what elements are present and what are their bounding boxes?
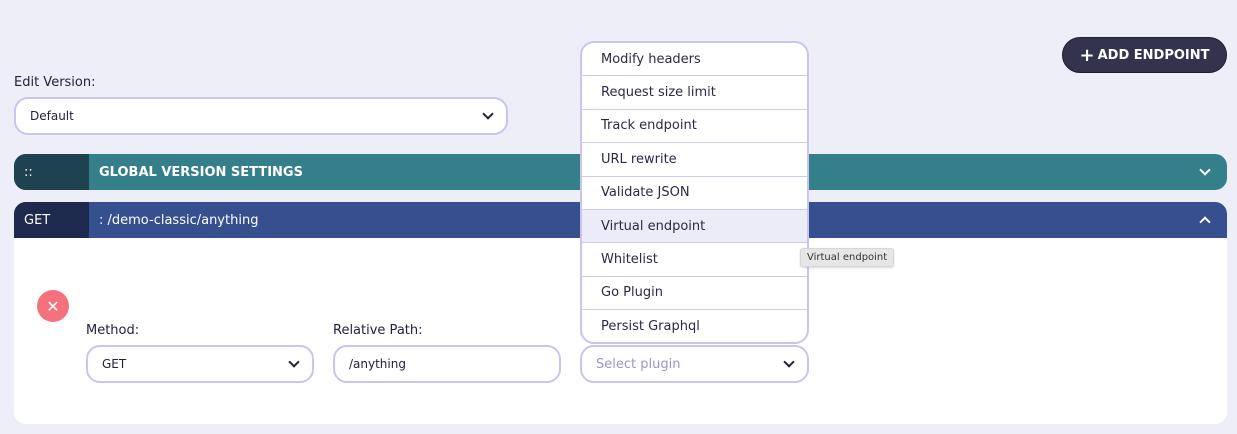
plus-icon: + xyxy=(1079,44,1095,66)
method-label: Method: xyxy=(86,323,140,338)
add-endpoint-button[interactable]: + ADD ENDPOINT xyxy=(1062,37,1227,73)
menu-item-go-plugin[interactable]: Go Plugin xyxy=(582,277,807,311)
chevron-down-icon[interactable] xyxy=(1199,164,1211,176)
chevron-down-icon xyxy=(288,356,300,368)
global-settings-title: GLOBAL VERSION SETTINGS xyxy=(99,164,303,180)
tooltip: Virtual endpoint xyxy=(800,248,895,267)
chevron-down-icon xyxy=(783,356,795,368)
plugin-dropdown-menu: Modify headers Request size limit Track … xyxy=(580,41,809,344)
menu-item-track-endpoint[interactable]: Track endpoint xyxy=(582,110,807,144)
menu-item-modify-headers[interactable]: Modify headers xyxy=(582,43,807,77)
menu-item-whitelist[interactable]: Whitelist xyxy=(582,243,807,277)
menu-item-virtual-endpoint[interactable]: Virtual endpoint xyxy=(582,209,807,244)
menu-item-validate-json[interactable]: Validate JSON xyxy=(582,177,807,210)
edit-version-label: Edit Version: xyxy=(14,75,96,90)
menu-item-request-size-limit[interactable]: Request size limit xyxy=(582,76,807,110)
chevron-up-icon[interactable] xyxy=(1199,216,1211,228)
menu-item-persist-graphql[interactable]: Persist Graphql xyxy=(601,319,700,335)
close-icon: ✕ xyxy=(46,296,60,316)
version-select[interactable]: Default xyxy=(14,97,508,135)
endpoint-method: GET xyxy=(14,202,89,238)
endpoint-path: : /demo-classic/anything xyxy=(99,212,259,228)
drag-handle-icon[interactable]: :: xyxy=(14,154,89,190)
plugin-select[interactable]: Select plugin xyxy=(580,345,809,383)
method-select[interactable]: GET xyxy=(86,345,314,383)
delete-endpoint-button[interactable]: ✕ xyxy=(37,290,69,322)
chevron-down-icon xyxy=(482,108,494,120)
relative-path-input[interactable]: /anything xyxy=(333,345,561,383)
menu-item-url-rewrite[interactable]: URL rewrite xyxy=(582,143,807,177)
relative-path-label: Relative Path: xyxy=(333,323,423,338)
